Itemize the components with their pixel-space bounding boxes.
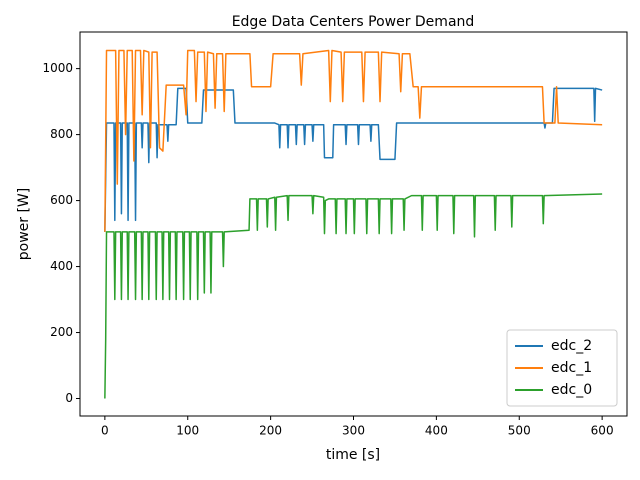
x-tick-label: 100 xyxy=(176,424,199,438)
x-axis-label: time [s] xyxy=(326,447,380,463)
legend-label: edc_1 xyxy=(551,360,592,376)
x-tick-label: 200 xyxy=(259,424,282,438)
y-tick-label: 400 xyxy=(50,259,73,273)
y-tick-label: 0 xyxy=(65,391,73,405)
y-axis-label: power [W] xyxy=(16,188,32,261)
y-tick-label: 800 xyxy=(50,127,73,141)
x-tick-label: 500 xyxy=(508,424,531,438)
y-tick-label: 600 xyxy=(50,193,73,207)
series-line xyxy=(104,87,603,232)
chart-title: Edge Data Centers Power Demand xyxy=(232,14,475,30)
legend-label: edc_2 xyxy=(551,338,592,354)
y-tick-label: 200 xyxy=(50,325,73,339)
legend-label: edc_0 xyxy=(551,382,592,398)
y-tick-label: 1000 xyxy=(42,61,73,75)
x-tick-label: 0 xyxy=(101,424,109,438)
x-tick-label: 300 xyxy=(342,424,365,438)
series-line xyxy=(104,49,603,232)
x-tick-label: 600 xyxy=(591,424,614,438)
series-line xyxy=(104,193,603,399)
x-tick-label: 400 xyxy=(425,424,448,438)
legend-box xyxy=(506,329,618,407)
plot-frame xyxy=(79,31,628,417)
